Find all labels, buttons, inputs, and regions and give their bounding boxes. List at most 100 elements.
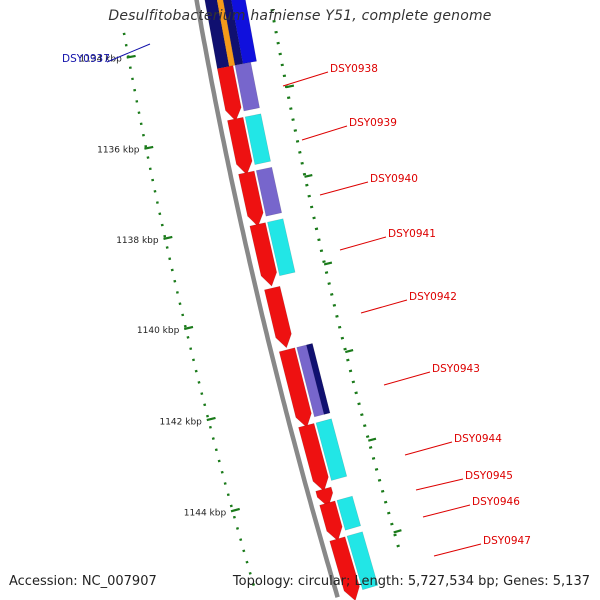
gene-label-text: DSY0937 — [62, 53, 110, 65]
minor-tick — [153, 190, 157, 193]
minor-tick — [248, 571, 252, 575]
minor-tick — [183, 324, 187, 328]
gene-label-dsy0940[interactable]: DSY0940 — [319, 173, 418, 196]
minor-tick — [148, 167, 152, 171]
minor-tick — [220, 470, 224, 474]
outer-tick — [396, 544, 400, 548]
minor-tick — [208, 425, 212, 429]
outer-tick — [314, 227, 319, 231]
gene-label-dsy0939[interactable]: DSY0939 — [301, 117, 397, 141]
minor-tick — [139, 122, 143, 126]
minor-tick — [206, 414, 209, 418]
scale-label: 1138 kbp — [116, 236, 159, 246]
outer-tick — [291, 118, 295, 121]
minor-tick — [229, 504, 233, 508]
major-tick — [183, 325, 194, 331]
minor-tick — [128, 66, 132, 69]
backbone — [194, 0, 340, 598]
minor-tick — [173, 279, 177, 283]
feature-block — [346, 531, 379, 591]
minor-tick — [137, 111, 141, 114]
minor-tick — [175, 291, 179, 294]
outer-tick — [280, 63, 284, 67]
minor-tick — [163, 234, 167, 238]
gene-arrow — [238, 170, 264, 227]
gene-label-dsy0938[interactable]: DSY0938 — [282, 63, 378, 87]
outer-tick — [300, 161, 304, 165]
outer-tick — [305, 183, 309, 187]
feature-block — [315, 418, 348, 481]
outer-tick — [274, 30, 278, 34]
outer-major-tick — [345, 349, 354, 354]
minor-tick — [211, 437, 215, 440]
outer-tick — [278, 52, 282, 56]
minor-tick — [151, 178, 155, 182]
outer-tick — [380, 489, 385, 493]
gene-label-text: DSY0940 — [370, 173, 418, 185]
leader-line — [282, 71, 329, 87]
minor-tick — [197, 381, 201, 384]
major-tick — [206, 416, 216, 422]
gene-label-dsy0945[interactable]: DSY0945 — [415, 470, 513, 491]
feature-track — [204, 0, 379, 600]
minor-tick — [181, 313, 185, 317]
gene-arrow — [298, 423, 329, 492]
outer-tick — [295, 140, 300, 143]
outer-tick — [363, 424, 367, 428]
major-tick — [126, 54, 136, 59]
outer-tick — [348, 369, 353, 373]
outer-major-tick — [304, 174, 313, 178]
gene-label-dsy0947[interactable]: DSY0947 — [433, 535, 531, 557]
outer-tick — [276, 41, 280, 45]
major-tick — [144, 145, 154, 150]
accession-text: Accession: NC_007907 — [9, 574, 157, 589]
minor-tick — [223, 482, 227, 485]
gene-label-dsy0937[interactable]: DSY0937 — [62, 43, 151, 65]
genome-summary-text: Topology: circular; Length: 5,727,534 bp… — [232, 574, 590, 589]
leader-line — [319, 181, 369, 196]
outer-tick — [307, 194, 311, 198]
gene-label-dsy0941[interactable]: DSY0941 — [339, 228, 436, 251]
minor-tick — [245, 560, 249, 564]
gene-label-dsy0946[interactable]: DSY0946 — [422, 496, 520, 518]
outer-tick — [324, 271, 329, 274]
gene-arrow — [249, 222, 278, 287]
minor-tick — [146, 156, 150, 159]
minor-tick — [144, 145, 148, 148]
outer-tick — [312, 216, 316, 220]
minor-tick — [170, 268, 174, 272]
outer-tick — [374, 467, 379, 471]
scale-label: 1136 kbp — [97, 146, 140, 156]
minor-tick — [168, 257, 172, 261]
leader-line — [360, 299, 408, 314]
gene-arrow — [329, 536, 360, 600]
gene-label-text: DSY0943 — [432, 363, 480, 375]
feature-block — [255, 166, 283, 217]
gene-label-dsy0942[interactable]: DSY0942 — [360, 291, 457, 314]
gene-label-text: DSY0944 — [454, 433, 502, 445]
major-tick — [163, 235, 173, 240]
tick-ruler — [122, 8, 402, 586]
gene-label-text: DSY0945 — [465, 470, 513, 482]
gene-label-text: DSY0938 — [330, 63, 378, 75]
outer-tick — [390, 522, 394, 526]
major-tick — [230, 507, 240, 513]
gene-label-dsy0944[interactable]: DSY0944 — [404, 433, 502, 456]
minor-tick — [203, 403, 207, 407]
outer-tick — [322, 260, 326, 264]
outer-tick — [360, 413, 364, 417]
minor-tick — [122, 32, 126, 36]
gene-arrow — [227, 116, 253, 176]
gene-arrow — [315, 486, 334, 508]
feature-block — [244, 113, 271, 165]
outer-tick — [337, 325, 342, 329]
minor-tick — [217, 459, 221, 463]
minor-tick — [178, 302, 182, 306]
outer-tick — [387, 511, 391, 515]
minor-tick — [189, 347, 193, 350]
gene-label-dsy0943[interactable]: DSY0943 — [383, 363, 480, 386]
outer-major-tick — [393, 529, 402, 534]
gene-arrow — [278, 347, 312, 428]
minor-tick — [194, 369, 198, 373]
